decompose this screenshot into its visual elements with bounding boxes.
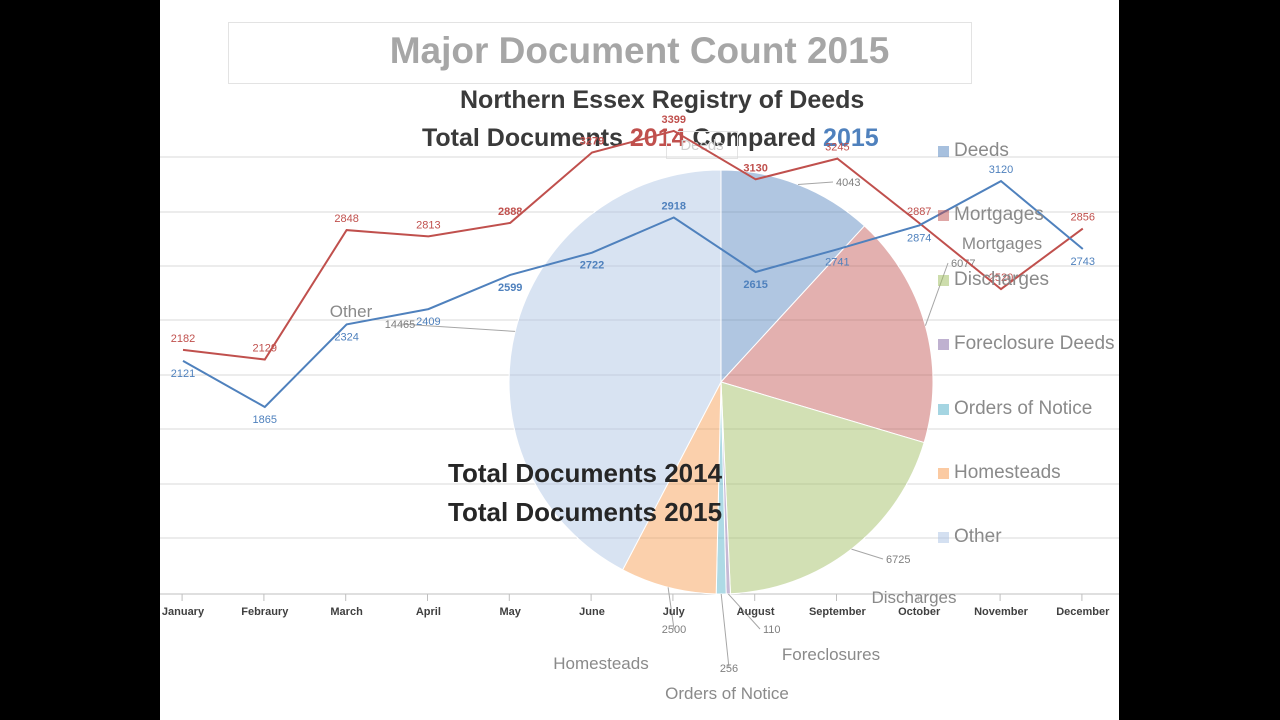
subtitle-middle: Compared [685, 124, 824, 152]
pie-leader-0 [797, 181, 834, 185]
line-data-label-0-2: 2848 [334, 213, 358, 225]
line-data-label-1-6: 2918 [662, 200, 686, 212]
line-data-label-0-6: 3399 [662, 114, 686, 126]
x-tick-label-8: September [809, 606, 867, 618]
x-tick-label-1: Febraury [241, 606, 289, 618]
legend-swatch-3 [938, 339, 949, 351]
pie-value-label-4: 256 [720, 663, 738, 675]
line-data-label-1-1: 1865 [253, 414, 277, 426]
line-data-label-0-9: 2887 [907, 206, 931, 218]
subtitle-year-2015: 2015 [823, 124, 879, 152]
chart-svg: 40436077Mortgages6725Discharges110Forecl… [160, 114, 1119, 703]
legend-swatch-5 [938, 468, 949, 479]
title-box [228, 22, 972, 84]
x-tick-label-9: October [898, 606, 941, 618]
pie-slice-0 [720, 169, 866, 384]
line-data-label-1-11: 2743 [1071, 256, 1095, 268]
line-data-label-1-3: 2409 [416, 316, 440, 328]
pie-leader-6 [399, 323, 516, 332]
x-tick-label-5: June [579, 606, 605, 618]
main-title: Major Document Count 2015 [389, 30, 890, 71]
x-tick-label-10: November [974, 606, 1029, 618]
pie-leader-5 [667, 587, 675, 630]
pie-value-label-0: 4043 [836, 177, 860, 189]
x-tick-label-4: May [499, 606, 521, 618]
pie-category-label-6: Other [330, 302, 373, 321]
pie-value-label-2: 6725 [886, 554, 910, 566]
line-data-label-0-0: 2182 [171, 333, 195, 345]
legend-label-5: Homesteads [954, 462, 1061, 483]
line-data-label-1-10: 3120 [989, 164, 1013, 176]
pie-category-label-1: Mortgages [962, 234, 1042, 253]
legend-swatch-2 [938, 274, 949, 286]
x-tick-label-3: April [416, 606, 441, 618]
x-tick-label-7: August [737, 606, 775, 618]
legend-label-3: Foreclosure Deeds [954, 333, 1115, 355]
line-series-1 [182, 179, 1084, 409]
x-tick-label-11: December [1056, 606, 1110, 618]
pie-value-label-1: 6077 [951, 258, 975, 270]
legend-swatch-0 [938, 146, 949, 157]
line-data-label-0-11: 2856 [1071, 212, 1095, 224]
x-tick-label-2: March [330, 606, 363, 618]
legend-label-6: Other [954, 526, 1002, 548]
line-data-label-0-7: 3130 [743, 162, 767, 174]
pie-category-label-3: Foreclosures [782, 645, 880, 664]
pie-leader-3 [727, 593, 761, 630]
pie-leader-1 [924, 262, 949, 326]
legend-label-0: Deeds [954, 140, 1009, 161]
pie-leader-2 [851, 548, 884, 560]
line-data-label-1-0: 2121 [171, 368, 195, 380]
center-label-2014: Total Documents 2014 [448, 458, 723, 488]
legend-swatch-4 [938, 403, 949, 415]
pie-leader-4 [720, 593, 730, 669]
legend-swatch-6 [938, 532, 949, 544]
pie-category-label-5: Homesteads [553, 654, 648, 673]
center-label-2015: Total Documents 2015 [448, 497, 723, 527]
legend-label-1: Mortgages [954, 204, 1044, 226]
line-data-label-0-1: 2129 [253, 342, 277, 354]
subtitle-registry: Northern Essex Registry of Deeds [460, 86, 865, 114]
x-tick-label-0: January [162, 606, 205, 618]
line-data-label-1-5: 2722 [580, 260, 604, 272]
line-data-label-1-9: 2874 [907, 232, 931, 244]
pie-value-label-5: 2500 [662, 624, 686, 636]
pie-category-label-2: Discharges [871, 588, 956, 607]
pie-slice-2 [720, 381, 925, 595]
line-data-label-1-8: 2741 [825, 256, 849, 268]
line-data-label-1-7: 2615 [743, 279, 767, 291]
pie-value-label-3: 110 [763, 624, 781, 636]
line-data-label-1-2: 2324 [334, 331, 358, 343]
line-data-label-0-8: 3245 [825, 142, 849, 154]
legend-label-4: Orders of Notice [954, 397, 1093, 419]
subtitle-prefix: Total Documents [422, 124, 630, 152]
legend-swatch-1 [938, 210, 949, 222]
line-data-label-0-3: 2813 [416, 219, 440, 231]
subtitle-year-2014: 2014 [629, 124, 686, 152]
pie-slice-6 [508, 169, 722, 571]
pie-value-label-6: 14465 [385, 319, 416, 331]
pie-slice-5 [622, 381, 722, 595]
pie-category-label-4: Orders of Notice [665, 684, 789, 703]
subtitle-comparison: Total Documents 2014 Compared 2015 [422, 124, 879, 153]
x-tick-label-6: July [663, 606, 686, 618]
line-data-label-0-5: 3279 [580, 135, 604, 147]
line-data-label-0-10: 2520 [989, 272, 1013, 284]
legend-label-2: Discharges [954, 268, 1050, 290]
chart-canvas: Major Document Count 2015 Northern Essex… [160, 0, 1119, 720]
line-data-label-0-4: 2888 [498, 206, 522, 218]
line-series-0 [182, 129, 1084, 361]
line-data-label-1-4: 2599 [498, 282, 522, 294]
